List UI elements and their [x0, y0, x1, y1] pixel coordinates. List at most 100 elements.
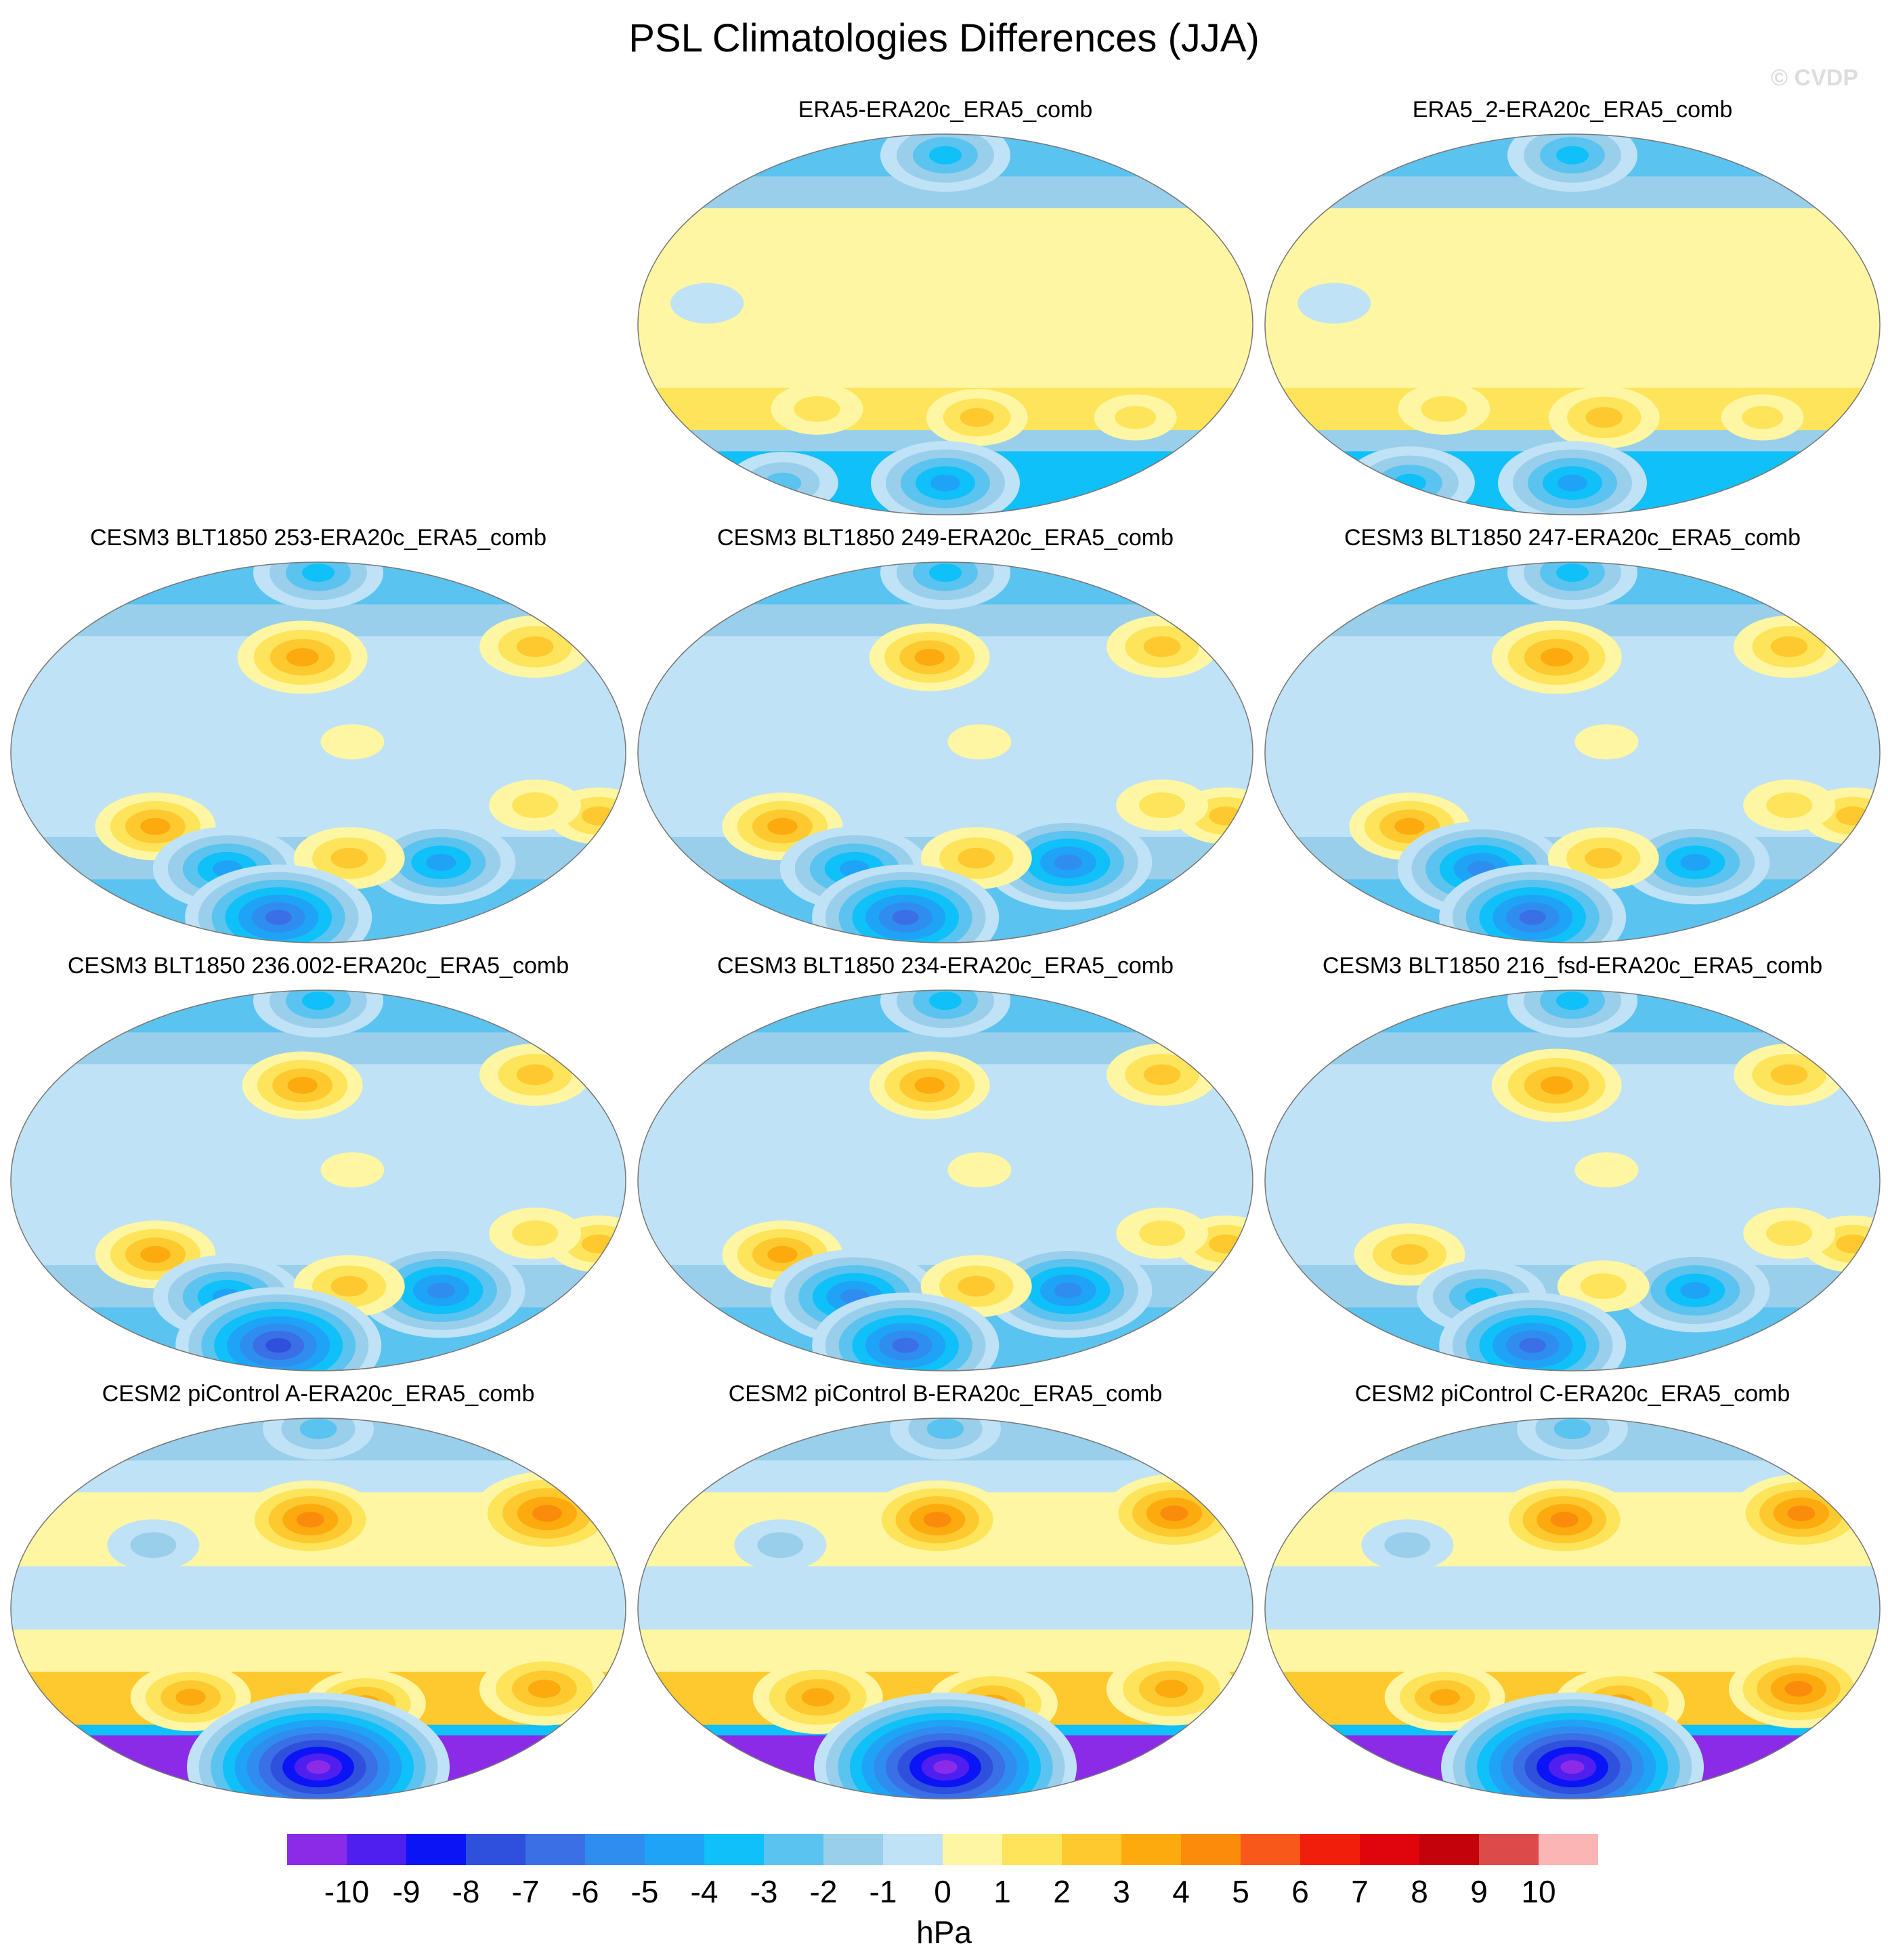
lat-band: [638, 1180, 1253, 1192]
map-outline: [637, 1418, 1253, 1799]
lat-band: [638, 208, 1253, 219]
colorbar-swatch: [466, 1834, 525, 1865]
colorbar-tick-label: 2: [1053, 1874, 1071, 1909]
lat-band: [11, 1587, 626, 1598]
contour-feature: [512, 792, 559, 819]
lat-band: [11, 1629, 626, 1641]
contour-feature: [1155, 1680, 1188, 1699]
lat-band: [11, 689, 626, 700]
contour-feature: [140, 1245, 171, 1263]
contour-feature: [582, 806, 616, 826]
lat-band: [11, 699, 626, 711]
map-outline: [637, 133, 1253, 515]
psl-difference-map: [1264, 989, 1881, 1371]
contour-feature: [1836, 1234, 1870, 1254]
lat-band: [638, 1191, 1253, 1202]
map-outline: [1264, 989, 1881, 1371]
contour-feature: [670, 282, 744, 324]
map-panel: CESM3 BLT1850 234-ERA20c_ERA5_comb: [635, 951, 1256, 1378]
lat-band: [11, 1117, 626, 1128]
lat-band: [1265, 250, 1880, 261]
lat-band: [638, 763, 1253, 774]
lat-band: [638, 1127, 1253, 1139]
lat-band: [638, 1212, 1253, 1223]
lat-band: [1265, 1650, 1880, 1662]
lat-band: [1265, 1619, 1880, 1630]
lat-band: [11, 615, 626, 626]
lat-band: [1265, 314, 1880, 325]
lat-band: [1265, 1566, 1880, 1577]
lat-band: [11, 1460, 626, 1472]
lat-band: [638, 1138, 1253, 1149]
psl-difference-map: [637, 133, 1253, 515]
lat-band: [638, 335, 1253, 346]
colorbar-tick-label: 3: [1113, 1874, 1130, 1909]
lat-band: [638, 197, 1253, 209]
colorbar-tick-label: 6: [1291, 1874, 1309, 1909]
lat-band: [11, 1619, 626, 1630]
lat-band: [11, 742, 626, 753]
lat-band: [1265, 1587, 1880, 1598]
lat-band: [11, 1180, 626, 1192]
panel-title: CESM2 piControl A-ERA20c_ERA5_comb: [102, 1381, 535, 1407]
lat-band: [1265, 731, 1880, 742]
lat-band: [638, 752, 1253, 764]
lat-band: [638, 1619, 1253, 1630]
psl-difference-map: [10, 989, 626, 1371]
contour-feature: [757, 1532, 804, 1558]
contour-feature: [320, 1152, 385, 1188]
contour-feature: [1836, 806, 1870, 826]
contour-feature: [958, 847, 995, 869]
colorbar-swatch: [645, 1834, 704, 1865]
colorbar-tick-label: -1: [869, 1874, 897, 1909]
lat-band: [11, 1471, 626, 1483]
colorbar-swatch: [704, 1834, 764, 1865]
colorbar-tick-label: -3: [750, 1874, 778, 1909]
map-panel: CESM3 BLT1850 216_fsd-ERA20c_ERA5_comb: [1262, 951, 1883, 1378]
lat-band: [11, 1149, 626, 1160]
lat-band: [638, 250, 1253, 261]
contour-feature: [512, 1220, 559, 1247]
lat-band: [638, 1170, 1253, 1181]
contour-feature: [330, 1275, 368, 1297]
lat-band: [638, 1587, 1253, 1598]
colorbar-swatch: [1300, 1834, 1360, 1865]
contour-feature: [1553, 1418, 1591, 1439]
lat-band: [638, 1629, 1253, 1641]
lat-band: [638, 366, 1253, 378]
contour-feature: [1209, 1234, 1243, 1254]
lat-band: [638, 1032, 1253, 1044]
lat-band: [638, 345, 1253, 357]
contour-feature: [1680, 853, 1711, 871]
contour-feature: [426, 853, 456, 871]
lat-band: [11, 773, 626, 785]
lat-band: [1265, 1201, 1880, 1213]
lat-band: [11, 731, 626, 742]
colorbar-tick-label: -2: [809, 1874, 838, 1909]
contour-feature: [947, 724, 1012, 760]
lat-band: [1265, 1170, 1880, 1181]
lat-band: [638, 1201, 1253, 1213]
contour-feature: [892, 1338, 919, 1353]
colorbar-swatch: [1539, 1834, 1598, 1865]
lat-band: [11, 1598, 626, 1609]
psl-difference-map: [1264, 1418, 1881, 1799]
lat-band: [1265, 1212, 1880, 1223]
contour-feature: [1550, 1512, 1579, 1528]
lat-band: [638, 229, 1253, 240]
contour-feature: [1766, 792, 1813, 819]
lat-band: [11, 1043, 626, 1054]
contour-feature: [1209, 806, 1243, 826]
map-outline: [1264, 561, 1881, 943]
contour-feature: [1394, 817, 1425, 835]
colorbar-swatch: [1181, 1834, 1241, 1865]
contour-feature: [427, 1282, 456, 1299]
lat-band: [1265, 366, 1880, 378]
colorbar-tick-label: 10: [1521, 1874, 1556, 1909]
colorbar-tick-label: -9: [392, 1874, 421, 1909]
contour-feature: [1054, 1282, 1083, 1299]
lat-band: [638, 377, 1253, 389]
chart-title: PSL Climatologies Differences (JJA): [628, 16, 1260, 60]
contour-feature: [287, 1077, 318, 1094]
contour-feature: [958, 1275, 995, 1297]
